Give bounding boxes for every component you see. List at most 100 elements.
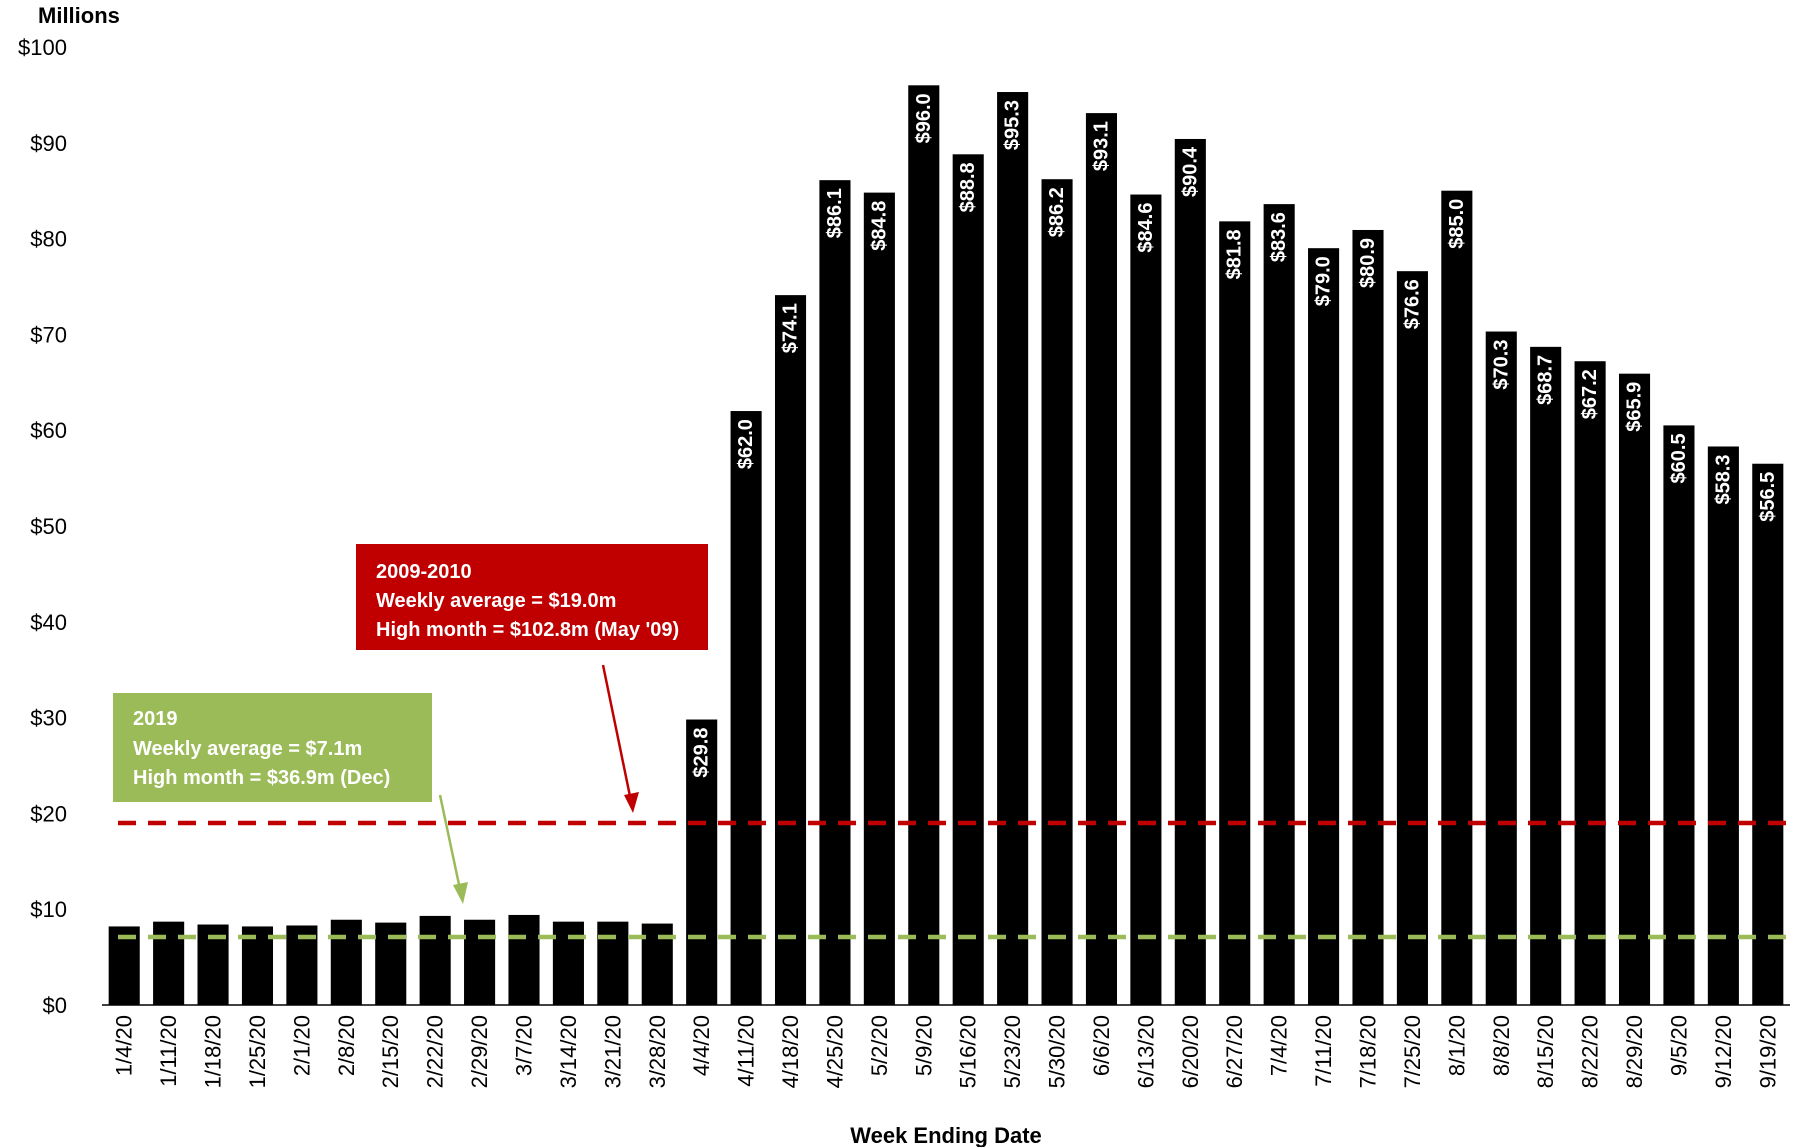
bar (241, 926, 274, 1005)
bar (419, 915, 451, 1005)
x-tick-label: 1/18/20 (201, 1015, 226, 1088)
y-tick-label: $60 (30, 418, 67, 443)
bar (1174, 138, 1206, 1005)
bar (108, 926, 140, 1005)
bar (330, 919, 362, 1005)
x-tick-label: 3/28/20 (645, 1015, 670, 1088)
y-tick-label: $10 (30, 897, 67, 922)
x-tick-label: 3/21/20 (600, 1015, 625, 1088)
data-label: $62.0 (735, 419, 757, 469)
x-tick-label: 8/22/20 (1578, 1015, 1603, 1088)
x-axis-ticks: 1/4/20 1/11/20 1/18/20 1/25/20 2/1/20 2/8/20 2… (112, 1015, 1781, 1088)
bar (686, 719, 718, 1005)
y-tick-label: $0 (43, 993, 67, 1018)
bar (552, 921, 584, 1005)
bar (730, 411, 762, 1005)
bar (1441, 190, 1473, 1005)
bar (464, 919, 496, 1005)
bar (597, 921, 629, 1005)
y-tick-label: $20 (30, 801, 67, 826)
bar (774, 295, 807, 1005)
y-tick-label: $30 (30, 706, 67, 731)
bar (1308, 248, 1340, 1005)
reference-lines (118, 820, 1790, 940)
data-label: $85.0 (1446, 199, 1468, 249)
data-label: $86.2 (1046, 187, 1068, 237)
x-tick-label: 7/4/20 (1267, 1015, 1292, 1076)
x-tick-label: 9/12/20 (1711, 1015, 1736, 1088)
y-tick-label: $100 (18, 35, 67, 60)
y-axis-label: Millions (38, 3, 120, 28)
data-label: $80.9 (1357, 238, 1379, 288)
bar (1707, 446, 1739, 1006)
y-tick-label: $50 (30, 514, 67, 539)
x-tick-label: 7/25/20 (1400, 1015, 1425, 1088)
annotation-2009-2010-average: Weekly average = $19.0m (376, 590, 616, 612)
annotation-2009-2010-title: 2009-2010 (376, 561, 472, 583)
x-tick-label: 3/7/20 (512, 1015, 537, 1076)
data-label: $65.9 (1624, 382, 1646, 432)
data-label: $86.1 (824, 188, 846, 238)
bar (1263, 204, 1295, 1005)
x-tick-label: 5/30/20 (1045, 1015, 1070, 1088)
data-label: $83.6 (1268, 212, 1290, 262)
data-label: $96.0 (913, 93, 935, 143)
data-label: $76.6 (1401, 279, 1423, 329)
x-tick-label: 1/4/20 (112, 1015, 137, 1076)
data-label: $74.1 (780, 303, 802, 353)
annotation-2019: 2019 Weekly average = $7.1m High month =… (113, 693, 432, 802)
x-tick-label: 3/14/20 (556, 1015, 581, 1088)
x-tick-label: 2/29/20 (467, 1015, 492, 1088)
x-tick-label: 2/8/20 (334, 1015, 359, 1076)
annotation-2019-arrow (438, 794, 463, 895)
data-label: $68.7 (1535, 355, 1557, 405)
bar (863, 192, 895, 1006)
x-tick-label: 8/15/20 (1533, 1015, 1558, 1088)
data-label: $90.4 (1179, 146, 1201, 197)
x-tick-label: 8/1/20 (1444, 1015, 1469, 1076)
y-tick-label: $90 (30, 131, 67, 156)
x-tick-label: 5/2/20 (867, 1015, 892, 1076)
data-label: $88.8 (957, 162, 979, 212)
data-label: $70.3 (1490, 340, 1512, 390)
x-tick-label: 9/19/20 (1755, 1015, 1780, 1088)
x-tick-label: 5/9/20 (911, 1015, 936, 1076)
x-tick-label: 6/6/20 (1089, 1015, 1114, 1076)
x-tick-label: 4/4/20 (689, 1015, 714, 1076)
data-label: $67.2 (1579, 369, 1601, 419)
bar (508, 914, 540, 1005)
x-tick-label: 4/25/20 (822, 1015, 847, 1088)
bar (1130, 194, 1162, 1006)
data-label: $84.8 (868, 201, 890, 251)
x-tick-label: 6/13/20 (1133, 1015, 1158, 1088)
bar (1618, 373, 1651, 1006)
data-label: $56.5 (1757, 472, 1779, 522)
annotation-2009-2010-arrow (601, 664, 634, 807)
bar (997, 92, 1029, 1005)
x-tick-label: 7/11/20 (1311, 1015, 1336, 1087)
data-label: $84.6 (1135, 203, 1157, 253)
annotation-2009-2010-box (356, 544, 708, 650)
x-tick-label: 2/15/20 (378, 1015, 403, 1088)
data-label: $81.8 (1224, 229, 1246, 279)
annotation-2019-average: Weekly average = $7.1m (133, 738, 362, 760)
data-label: $95.3 (1002, 100, 1024, 150)
bar (1041, 179, 1073, 1006)
x-tick-label: 1/25/20 (245, 1015, 270, 1088)
bar (908, 85, 940, 1005)
x-tick-label: 4/11/20 (734, 1015, 759, 1087)
x-tick-label: 8/8/20 (1489, 1015, 1514, 1076)
x-tick-label: 6/27/20 (1222, 1015, 1247, 1088)
bars: $29.8 $62.0 $74.1 $86.1 $84.8 $96.0 $88.8 $95.3… (108, 85, 1784, 1006)
y-tick-label: $40 (30, 610, 67, 635)
x-tick-label: 7/18/20 (1356, 1015, 1381, 1088)
data-label: $58.3 (1712, 454, 1734, 504)
x-tick-label: 8/29/20 (1622, 1015, 1647, 1088)
bar (1485, 331, 1517, 1005)
bar (1530, 346, 1562, 1005)
x-tick-label: 9/5/20 (1666, 1015, 1691, 1076)
x-tick-label: 5/23/20 (1000, 1015, 1025, 1088)
x-tick-label: 4/18/20 (778, 1015, 803, 1088)
y-tick-label: $80 (30, 227, 67, 252)
x-tick-label: 2/22/20 (423, 1015, 448, 1088)
